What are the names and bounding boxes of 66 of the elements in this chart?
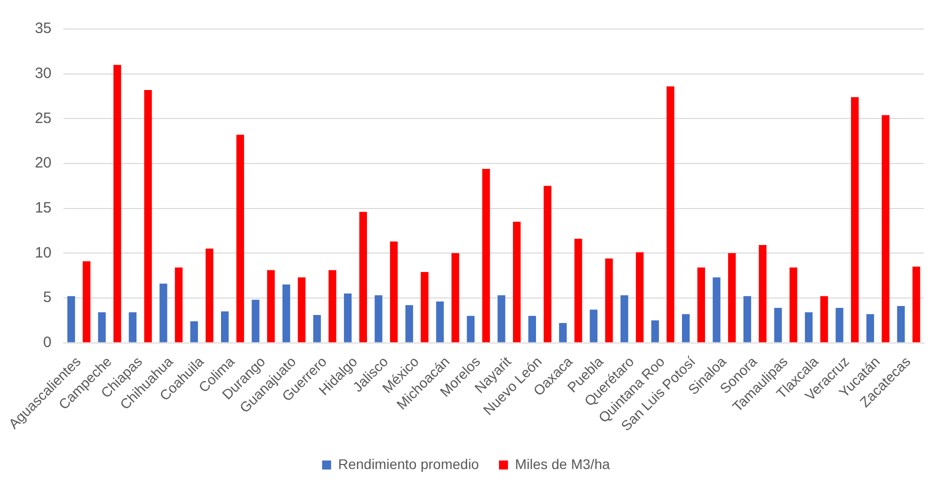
bar [359,212,367,342]
bar [420,272,428,342]
bar [328,270,336,342]
y-tick-label: 30 [34,64,52,82]
bar [820,296,828,342]
bar [144,90,152,342]
bar [836,308,844,342]
bar [774,308,782,342]
bar [544,186,552,342]
bar [190,321,198,342]
y-tick-label: 10 [34,244,52,262]
bar [236,134,244,342]
bar [390,241,398,342]
y-tick-label: 20 [34,154,52,172]
bar [666,86,674,342]
legend-label: Miles de M3/ha [514,456,610,472]
bar [466,316,475,342]
y-tick-label: 25 [34,110,52,127]
bar [851,97,859,342]
bar [174,267,183,342]
y-tick-label: 15 [34,199,52,216]
y-tick-label: 5 [43,289,52,306]
y-tick-label: 35 [34,20,52,38]
bar [636,252,644,342]
legend-label: Rendimiento promedio [338,456,480,472]
bar [221,311,229,342]
bar [697,267,706,342]
bar [113,64,122,342]
bar [804,312,813,342]
bar [743,296,752,342]
bar [298,277,306,342]
bar [728,253,736,342]
bar [590,310,598,342]
bar [559,323,567,342]
bar [82,261,90,342]
bar [528,316,536,342]
bar [512,222,521,342]
bar [128,312,136,342]
bar [98,312,106,342]
bar [758,245,766,342]
bar [651,320,659,342]
bar [482,168,490,342]
bar [866,314,874,342]
bar [405,305,414,342]
bar [282,284,290,342]
bar [897,306,905,342]
bar [344,293,352,342]
bar [267,270,275,342]
bar [605,258,613,342]
bar [436,302,444,342]
bar [882,115,890,342]
y-tick-label: 0 [43,334,52,351]
bar [574,238,582,342]
bar [252,300,260,342]
bar [451,253,460,342]
bar [67,296,76,342]
bar [374,295,382,342]
bar [160,284,168,342]
bar [498,295,506,342]
bar [712,277,720,342]
bar [313,314,321,342]
bar [912,266,920,342]
bar [620,295,628,342]
bar [790,267,798,342]
bar [206,248,214,342]
bar [682,314,690,342]
